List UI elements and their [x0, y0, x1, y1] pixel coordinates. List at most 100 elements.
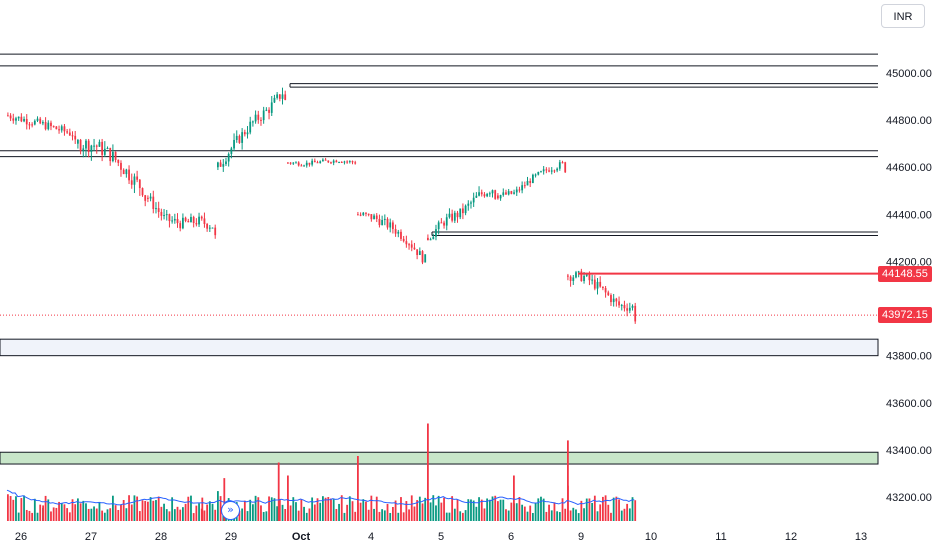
volume-bar	[521, 504, 524, 521]
candle-up	[106, 147, 109, 149]
y-tick-label: 44200.00	[886, 256, 932, 268]
candle-up	[381, 219, 384, 226]
candle-down	[101, 141, 104, 155]
candle-down	[580, 271, 583, 282]
candle-up	[319, 161, 322, 163]
candle-down	[416, 249, 419, 256]
volume-bar	[405, 501, 408, 521]
volume-bar	[50, 511, 52, 521]
volume-bar	[564, 508, 567, 521]
candle-up	[182, 217, 184, 229]
candle-down	[327, 160, 330, 163]
candle-up	[112, 151, 114, 162]
candle-down	[483, 194, 486, 197]
volume-bar	[87, 508, 90, 521]
volume-bar	[585, 498, 588, 521]
volume-bar	[198, 503, 200, 521]
candle-down	[289, 162, 292, 164]
candle-down	[122, 169, 125, 175]
candle-down	[206, 224, 209, 229]
candle-down	[330, 162, 332, 164]
volume-bar	[133, 495, 136, 521]
candle-down	[394, 229, 397, 234]
volume-bar	[303, 506, 305, 521]
candle-down	[354, 162, 357, 164]
candle-down	[553, 170, 556, 172]
volume-bar	[44, 495, 47, 521]
candle-up	[628, 307, 631, 311]
candle-up	[502, 192, 505, 196]
volume-bar	[60, 503, 63, 521]
candle-up	[459, 208, 462, 218]
volume-bar	[448, 512, 451, 521]
candle-down	[20, 116, 23, 122]
candle-up	[475, 195, 478, 198]
volume-bar	[152, 500, 155, 521]
candle-up	[241, 132, 244, 143]
candles	[7, 87, 637, 324]
candle-down	[300, 165, 303, 167]
volume-bar	[378, 511, 381, 521]
volume-bar	[9, 496, 12, 521]
candle-down	[357, 214, 359, 216]
volume-bar	[604, 495, 607, 521]
volume-bar	[394, 500, 397, 521]
volume-bar	[23, 495, 25, 521]
y-tick-label: 43800.00	[886, 351, 932, 363]
volume-bar	[529, 505, 532, 521]
replay-icon[interactable]: »	[221, 501, 240, 520]
candle-down	[421, 251, 424, 263]
volume-bar	[362, 499, 365, 521]
volume-bar	[470, 499, 472, 521]
candle-up	[125, 169, 128, 175]
candle-down	[114, 151, 117, 160]
candle-up	[82, 148, 85, 152]
candle-down	[268, 109, 270, 113]
candle-up	[424, 254, 427, 263]
volume-bar	[478, 497, 480, 521]
volume-bar	[101, 510, 104, 521]
candle-up	[233, 139, 235, 149]
candle-down	[7, 115, 9, 117]
candle-down	[346, 161, 349, 163]
candle-up	[217, 162, 219, 168]
volume-bar	[483, 508, 486, 521]
volume-bar	[435, 505, 437, 521]
resistance-price-label: 44148.55	[878, 265, 932, 282]
candle-down	[593, 279, 596, 289]
x-tick-label: 29	[225, 531, 237, 543]
candle-down	[604, 288, 607, 293]
currency-button[interactable]: INR	[881, 4, 925, 28]
volume-bar	[561, 498, 564, 521]
volume-bar	[556, 511, 559, 521]
volume-bar	[300, 499, 303, 521]
candle-up	[585, 273, 588, 276]
volume-bar	[311, 497, 314, 521]
volume-bar	[241, 508, 244, 521]
volume-bar	[365, 501, 367, 521]
volume-bar	[327, 497, 330, 521]
candle-down	[588, 273, 591, 281]
candle-up	[133, 176, 136, 185]
volume-bar	[432, 495, 435, 521]
candle-down	[518, 189, 521, 191]
volume-bar	[346, 504, 349, 521]
candle-down	[52, 126, 55, 128]
candle-up	[249, 121, 252, 133]
candle-up	[620, 305, 623, 307]
volume-bar	[348, 496, 351, 521]
candle-down	[109, 147, 112, 162]
volume-bar	[472, 500, 475, 521]
candle-up	[252, 121, 254, 123]
volume-bar	[313, 504, 316, 521]
volume-bar	[416, 500, 419, 521]
volume-bar	[173, 509, 176, 521]
candle-down	[58, 129, 60, 131]
candle-down	[141, 188, 144, 196]
volume-bar	[338, 503, 340, 521]
volume-bar	[381, 509, 384, 521]
candle-down	[365, 212, 367, 214]
volume-bar	[109, 508, 112, 521]
